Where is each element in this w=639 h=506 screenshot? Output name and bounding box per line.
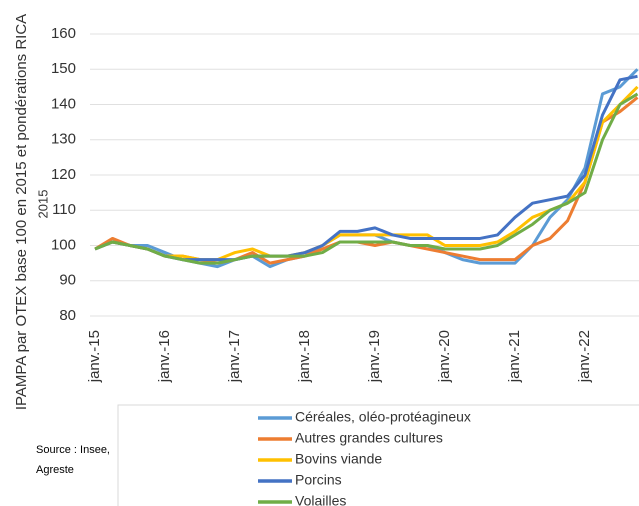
series-line	[94, 68, 639, 269]
source: Source : Insee,	[36, 444, 110, 456]
series-line	[94, 92, 639, 265]
y-tick-label: 100	[51, 236, 76, 253]
y-tick-label: 110	[52, 201, 76, 218]
x-tick-label: janv.-15	[86, 330, 103, 383]
y-tick-label: 90	[59, 272, 76, 289]
legend-label: Autres grandes cultures	[295, 430, 443, 446]
y-tick-label: 150	[51, 60, 76, 77]
series-line	[94, 96, 639, 265]
x-tick-label: janv.-17	[226, 330, 243, 383]
y-axis-label: 2015	[35, 190, 50, 219]
y-tick-label: 120	[51, 166, 76, 183]
source: Agreste	[36, 464, 74, 476]
legend-box	[117, 404, 639, 506]
y-tick-label: 130	[51, 131, 76, 148]
x-tick-label: janv.-16	[156, 330, 173, 383]
x-tick-label: janv.-21	[506, 330, 523, 383]
legend: Céréales, oléo-protéagineux Autres grande…	[258, 409, 471, 506]
legend-label: Bovins viande	[295, 451, 382, 467]
y-tick-label: 140	[51, 95, 76, 112]
x-tick-label: janv.-20	[436, 330, 453, 383]
x-tick-label: janv.-18	[296, 330, 313, 383]
x-tick-label: janv.-19	[366, 330, 383, 383]
legend-label: Porcins	[295, 472, 342, 488]
legend-label: Céréales, oléo-protéagineux	[295, 409, 471, 425]
y-axis-label: IPAMPA par OTEX base 100 en 2015 et pond…	[13, 14, 30, 410]
y-tick-label: 160	[51, 25, 76, 42]
x-tick-label: janv.-22	[576, 330, 593, 383]
y-tick-label: 80	[59, 307, 76, 324]
legend-label: Volailles	[295, 493, 346, 506]
